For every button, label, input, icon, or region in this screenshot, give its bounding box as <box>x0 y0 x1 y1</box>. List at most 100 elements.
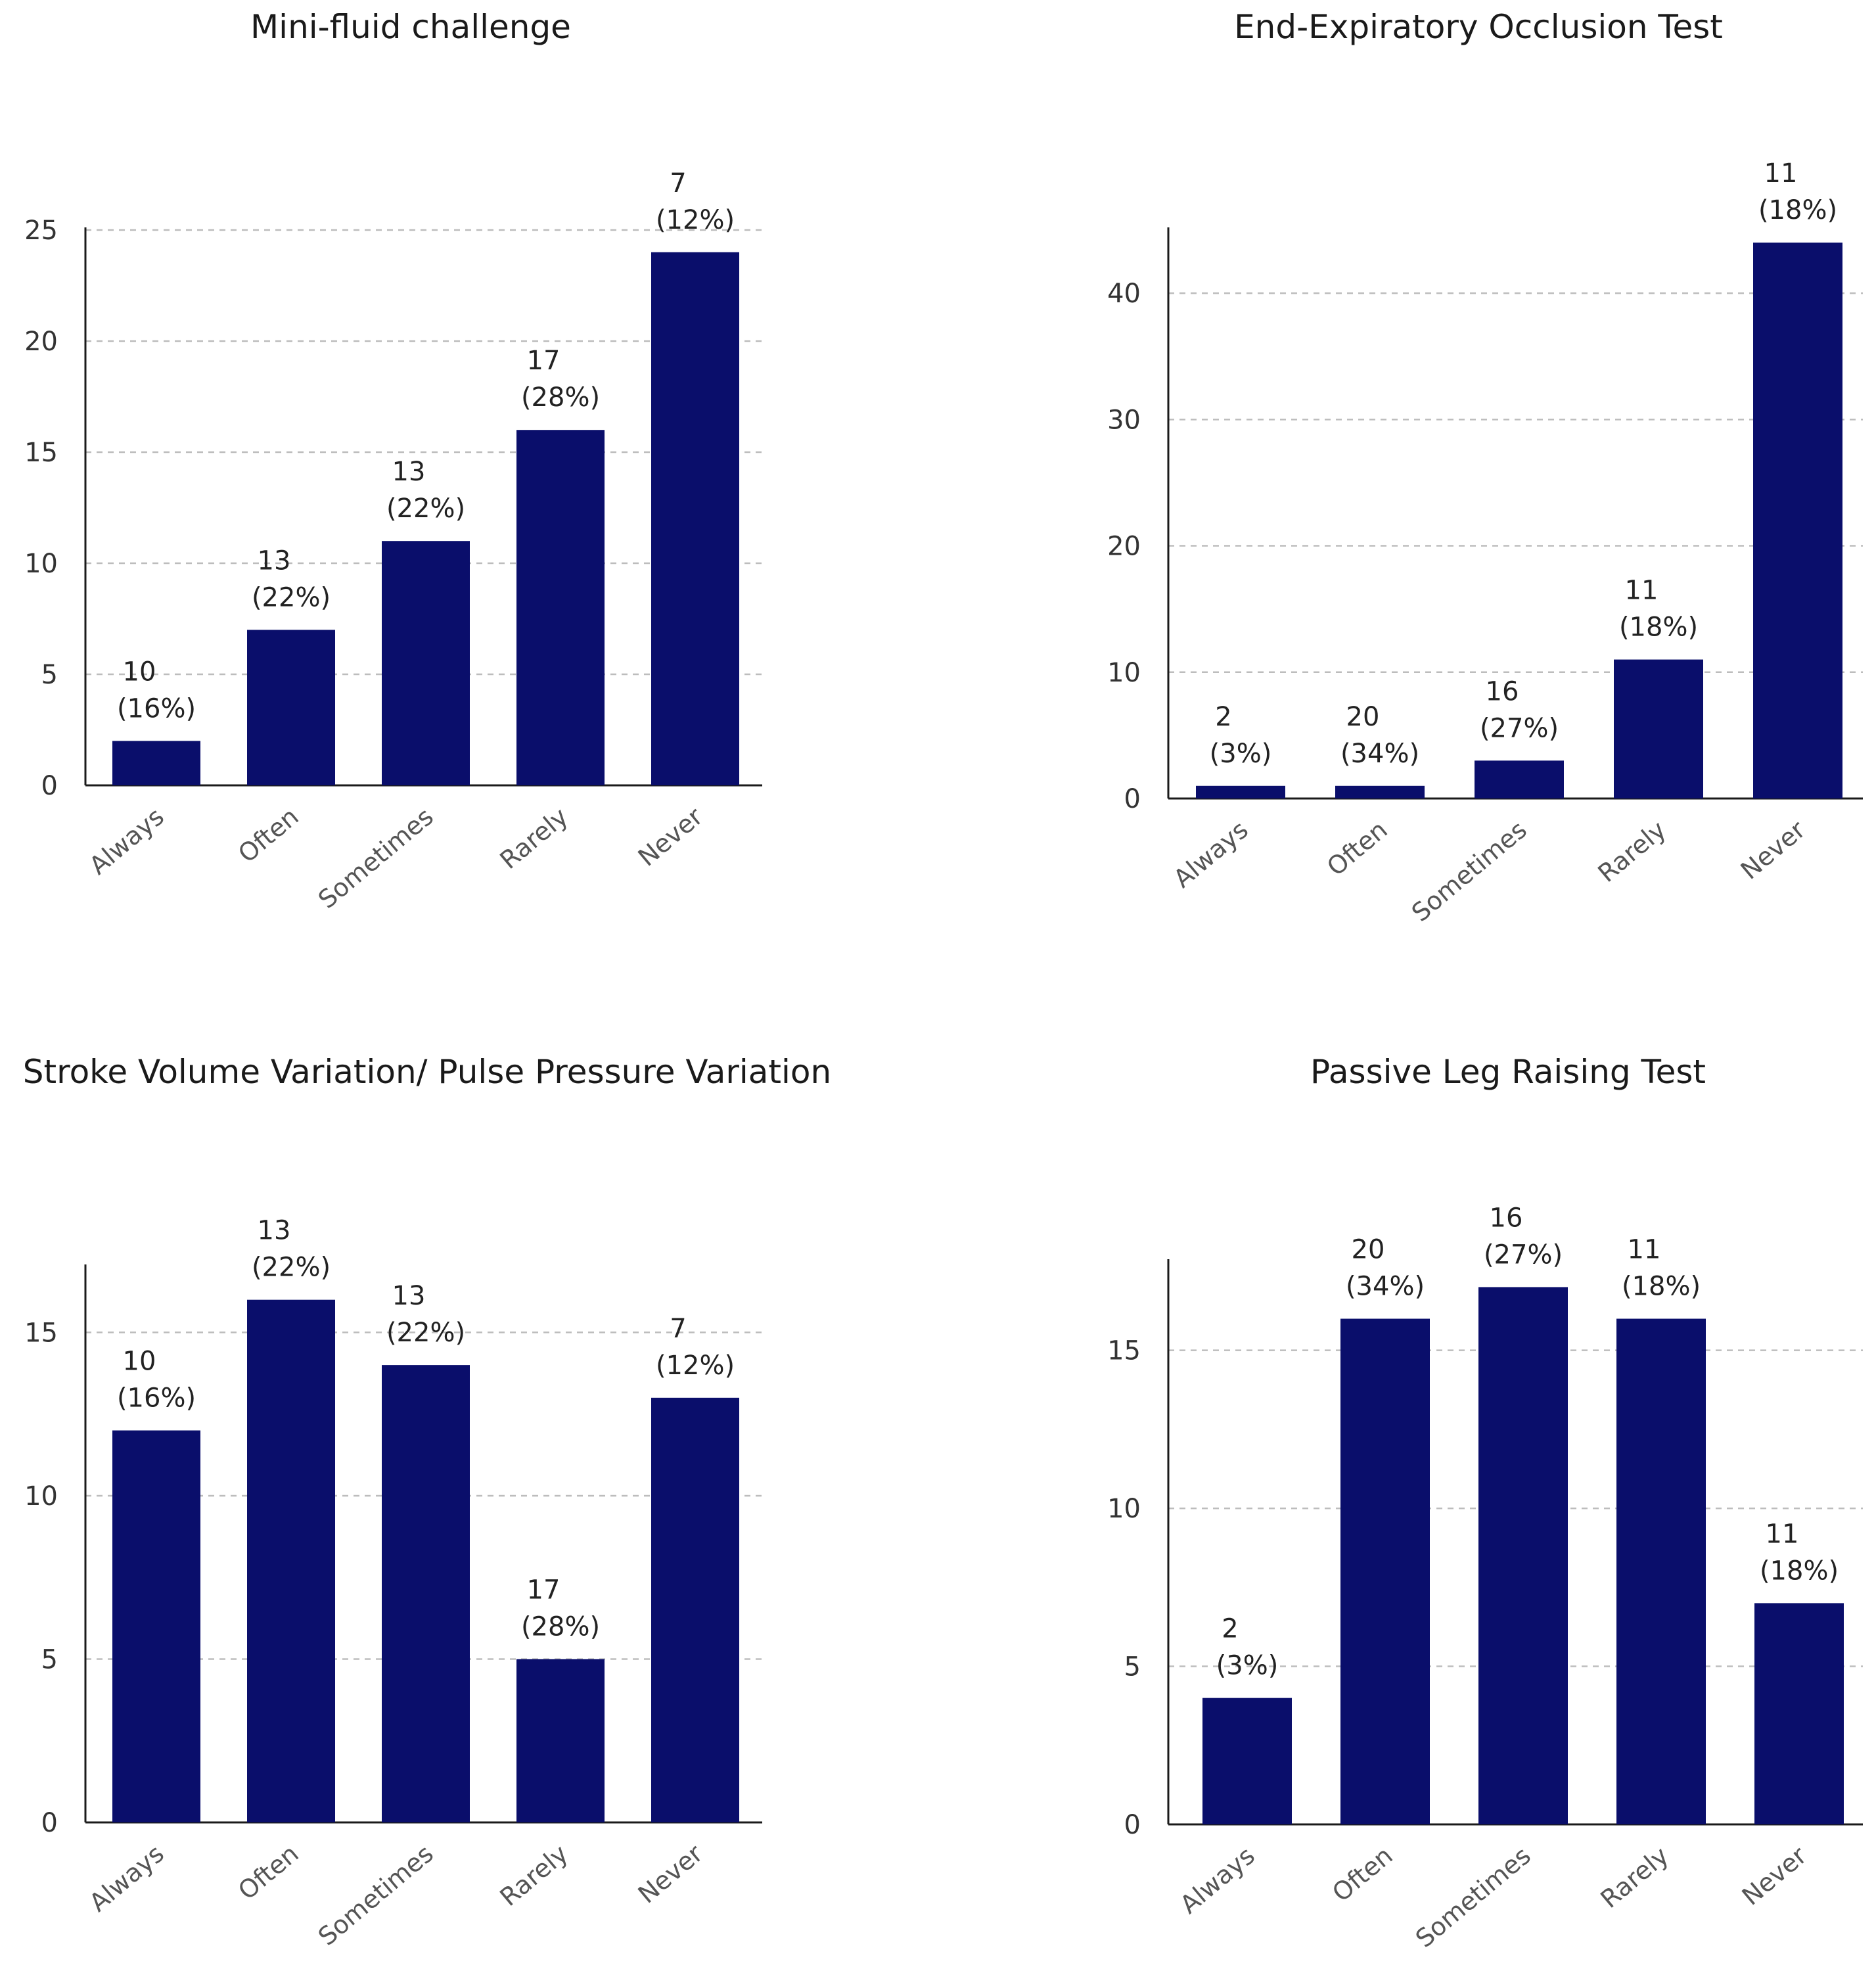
y-tick-label: 0 <box>41 771 58 801</box>
y-tick-label: 5 <box>1124 1652 1141 1682</box>
data-label-percent: (3%) <box>1216 1651 1279 1681</box>
data-label-percent: (18%) <box>1622 1272 1701 1302</box>
data-label-count: 17 <box>527 346 561 376</box>
x-tick-label: Often <box>233 1839 304 1905</box>
data-label-percent: (28%) <box>521 382 600 413</box>
x-tick-label: Often <box>1327 1841 1398 1907</box>
x-tick-label: Rarely <box>495 1839 574 1912</box>
data-label-percent: (27%) <box>1480 713 1559 743</box>
data-label-percent: (34%) <box>1340 739 1419 769</box>
data-label-count: 11 <box>1764 158 1798 189</box>
data-label-count: 7 <box>670 1314 686 1344</box>
data-label-count: 20 <box>1346 702 1380 732</box>
data-label-count: 17 <box>527 1575 561 1605</box>
x-tick-label: Never <box>633 1839 708 1909</box>
bar-rarely <box>1614 659 1703 798</box>
y-tick-label: 0 <box>41 1808 58 1838</box>
y-tick-label: 10 <box>1107 1494 1141 1524</box>
y-tick-label: 25 <box>24 216 58 246</box>
y-tick-label: 10 <box>24 1481 58 1512</box>
bar-always <box>1196 785 1285 798</box>
data-label-count: 13 <box>392 1281 426 1311</box>
bar-always <box>1202 1698 1292 1824</box>
bar-often <box>1335 785 1425 798</box>
bar-always <box>112 1430 200 1822</box>
chart-title: Stroke Volume Variation/ Pulse Pressure … <box>23 1053 831 1091</box>
bar-sometimes <box>382 541 470 785</box>
data-label-percent: (3%) <box>1210 739 1272 769</box>
data-label-percent: (22%) <box>252 1253 331 1283</box>
data-label-count: 10 <box>123 657 156 687</box>
bar-rarely <box>516 1659 605 1822</box>
bar-always <box>112 741 200 785</box>
data-label-count: 11 <box>1628 1235 1661 1265</box>
data-label-percent: (16%) <box>117 1383 196 1414</box>
data-label-percent: (16%) <box>117 693 196 724</box>
y-tick-label: 40 <box>1107 279 1141 309</box>
data-label-count: 16 <box>1490 1203 1523 1233</box>
data-label-percent: (18%) <box>1619 613 1698 643</box>
y-tick-label: 10 <box>24 549 58 579</box>
y-tick-label: 15 <box>24 438 58 468</box>
x-tick-label: Sometimes <box>1410 1841 1536 1953</box>
y-tick-label: 10 <box>1107 658 1141 688</box>
data-label-count: 13 <box>392 457 426 487</box>
data-label-count: 2 <box>1215 702 1231 732</box>
bar-sometimes <box>1475 760 1564 798</box>
x-tick-label: Sometimes <box>313 1839 439 1951</box>
chart-title: Passive Leg Raising Test <box>1310 1053 1706 1091</box>
bar-often <box>1340 1318 1430 1824</box>
data-label-percent: (18%) <box>1760 1556 1839 1586</box>
data-label-percent: (22%) <box>386 494 465 524</box>
x-tick-label: Never <box>1737 1841 1812 1911</box>
data-label-count: 16 <box>1486 676 1519 706</box>
x-tick-label: Rarely <box>495 802 574 875</box>
x-tick-label: Never <box>1735 815 1811 885</box>
bar-rarely <box>1616 1318 1706 1824</box>
data-label-count: 10 <box>123 1347 156 1377</box>
data-label-percent: (27%) <box>1484 1239 1563 1270</box>
x-tick-label: Often <box>1321 815 1393 881</box>
data-label-percent: (12%) <box>656 1351 735 1381</box>
x-tick-label: Rarely <box>1593 815 1672 888</box>
y-tick-label: 5 <box>41 1644 58 1675</box>
data-label-percent: (34%) <box>1346 1272 1425 1302</box>
y-tick-label: 0 <box>1124 784 1141 814</box>
data-label-percent: (22%) <box>386 1318 465 1348</box>
y-tick-label: 15 <box>24 1318 58 1348</box>
bar-sometimes <box>382 1365 470 1822</box>
x-tick-label: Sometimes <box>313 802 439 914</box>
y-tick-label: 0 <box>1124 1810 1141 1840</box>
bar-never <box>1754 1603 1844 1824</box>
chart-title: Mini-fluid challenge <box>250 8 571 46</box>
chart-title: End-Expiratory Occlusion Test <box>1234 8 1723 46</box>
y-tick-label: 15 <box>1107 1336 1141 1366</box>
x-tick-label: Always <box>83 802 169 880</box>
bar-rarely <box>516 430 605 785</box>
bar-sometimes <box>1478 1287 1568 1824</box>
data-label-count: 7 <box>670 168 686 198</box>
y-tick-label: 20 <box>1107 532 1141 562</box>
bar-never <box>1753 243 1842 798</box>
y-tick-label: 30 <box>1107 405 1141 435</box>
x-tick-label: Rarely <box>1595 1841 1674 1914</box>
x-tick-label: Never <box>633 802 708 872</box>
data-label-count: 13 <box>258 545 291 576</box>
x-tick-label: Always <box>83 1839 169 1917</box>
x-tick-label: Sometimes <box>1406 815 1532 927</box>
data-label-percent: (28%) <box>521 1611 600 1642</box>
bar-never <box>651 1397 739 1822</box>
x-tick-label: Always <box>1168 815 1253 893</box>
data-label-percent: (18%) <box>1758 195 1837 225</box>
x-tick-label: Always <box>1174 1841 1260 1919</box>
bar-never <box>651 252 739 785</box>
data-label-count: 11 <box>1766 1519 1799 1549</box>
bar-often <box>247 630 335 785</box>
y-tick-label: 5 <box>41 660 58 690</box>
x-tick-label: Often <box>233 802 304 868</box>
data-label-count: 20 <box>1352 1235 1385 1265</box>
data-label-percent: (22%) <box>252 582 331 613</box>
bar-often <box>247 1299 335 1822</box>
data-label-count: 2 <box>1222 1614 1238 1644</box>
